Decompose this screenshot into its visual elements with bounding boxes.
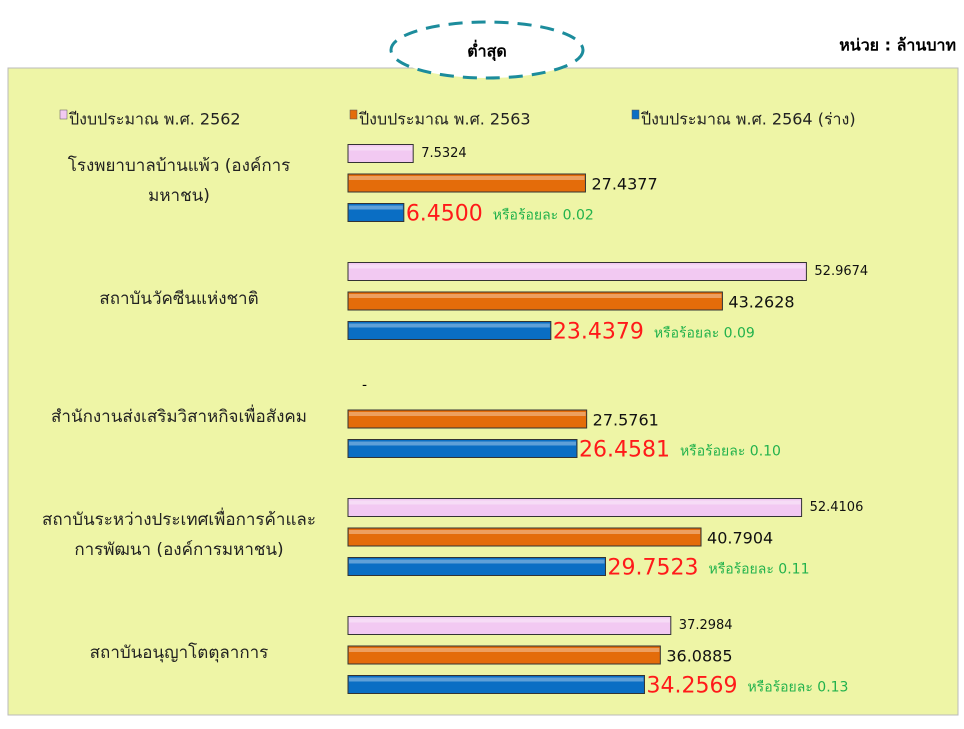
bar-shine — [349, 618, 670, 623]
category-label: สำนักงานส่งเสริมวิสาหกิจเพื่อสังคม — [51, 407, 307, 427]
value-label: 52.9674 — [814, 264, 868, 279]
bar-shine — [349, 176, 585, 180]
bar-shine — [349, 294, 722, 298]
bar — [347, 527, 702, 547]
legend-label: ปีงบประมาณ พ.ศ. 2564 (ร่าง) — [641, 110, 856, 129]
value-label: 52.4106 — [810, 500, 864, 515]
bar — [347, 498, 803, 517]
bar-shine — [349, 648, 660, 652]
bar — [347, 616, 672, 635]
value-label: 23.4379 — [553, 320, 644, 345]
bar — [347, 557, 606, 576]
legend-swatch — [349, 109, 358, 120]
category-label: โรงพยาบาลบ้านแพ้ว (องค์การ มหาชน) — [67, 156, 291, 206]
bar — [347, 262, 807, 281]
value-label: 34.2569 — [646, 674, 737, 699]
unit-label: หน่วย : ล้านบาท — [839, 36, 956, 55]
bar-shine — [349, 146, 413, 151]
value-label: 27.4377 — [591, 175, 657, 194]
bar-shine — [349, 441, 576, 446]
value-label: 27.5761 — [593, 411, 659, 430]
callout: ต่ำสุด — [467, 40, 507, 62]
annotation: หรือร้อยละ 0.13 — [747, 680, 848, 696]
bar-shine — [349, 500, 801, 505]
value-label: 37.2984 — [679, 618, 733, 633]
callout-oval — [389, 20, 585, 80]
bar-shine — [349, 264, 806, 269]
value-label: 26.4581 — [579, 438, 670, 463]
bar — [347, 203, 405, 222]
value-label: 6.4500 — [406, 202, 483, 227]
value-label: 29.7523 — [607, 556, 698, 581]
bar-shine — [349, 412, 586, 416]
category-label: สถาบันวัคซีนแห่งชาติ — [99, 289, 259, 309]
bar — [347, 291, 723, 311]
bar — [347, 439, 578, 458]
annotation: หรือร้อยละ 0.11 — [708, 562, 809, 578]
annotation: หรือร้อยละ 0.09 — [654, 326, 755, 342]
bar — [347, 321, 552, 340]
annotation: หรือร้อยละ 0.02 — [493, 208, 594, 224]
legend-label: ปีงบประมาณ พ.ศ. 2563 — [359, 110, 531, 129]
bar — [347, 173, 586, 193]
bar-shine — [349, 205, 403, 210]
bar — [347, 144, 414, 163]
annotation: หรือร้อยละ 0.10 — [680, 444, 781, 460]
value-label: 36.0885 — [666, 647, 732, 666]
bar — [347, 409, 588, 429]
bar — [347, 645, 661, 665]
bar-shine — [349, 530, 701, 534]
legend-swatch — [631, 109, 640, 120]
value-label: - — [362, 378, 367, 394]
value-label: 43.2628 — [728, 293, 794, 312]
value-label: 40.7904 — [707, 529, 773, 548]
legend-swatch — [59, 109, 68, 120]
category-label: สถาบันระหว่างประเทศเพื่อการค้าและ การพัฒ… — [42, 510, 316, 560]
bar-shine — [349, 677, 644, 682]
category-label: สถาบันอนุญาโตตุลาการ — [89, 643, 269, 663]
bar-shine — [349, 323, 550, 328]
bar-shine — [349, 559, 605, 564]
value-label: 7.5324 — [421, 146, 467, 161]
bar — [347, 675, 645, 694]
legend-label: ปีงบประมาณ พ.ศ. 2562 — [69, 110, 241, 129]
